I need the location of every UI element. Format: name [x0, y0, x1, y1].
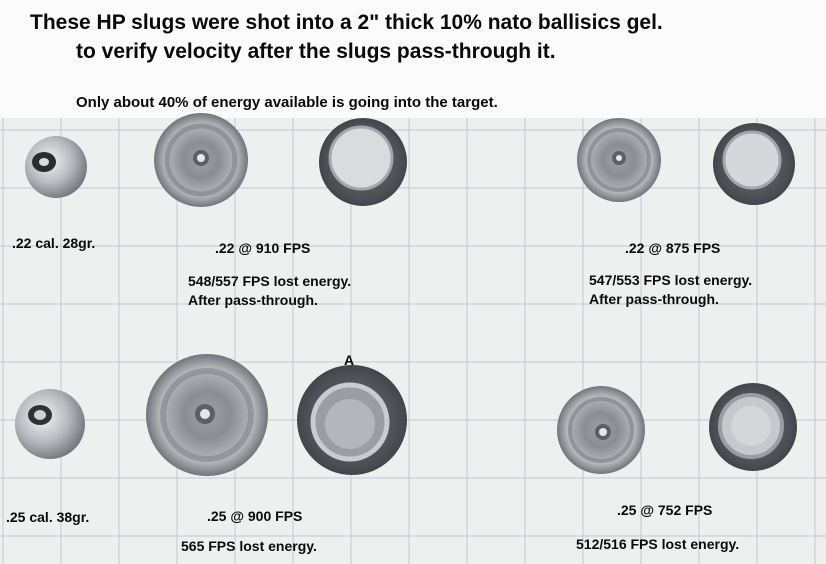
marker-a: A [344, 352, 355, 368]
slug-25-752-back [709, 383, 797, 471]
slug-22-910-back [319, 118, 407, 206]
slug-22-875-back [713, 123, 795, 205]
slug-25-900-back [297, 365, 407, 475]
after-label-22-875: After pass-through. [589, 291, 719, 307]
slug-22-875-front [577, 118, 661, 202]
header-line-1: These HP slugs were shot into a 2" thick… [30, 11, 663, 34]
header-panel [0, 0, 826, 118]
energy-note: Only about 40% of energy available is go… [76, 94, 498, 111]
lost-label-22-875: 547/553 FPS lost energy. [589, 272, 753, 288]
speed-label-22-875: .22 @ 875 FPS [625, 240, 721, 256]
slug-25-900-front [146, 354, 268, 476]
after-label-22-910: After pass-through. [188, 292, 318, 308]
slug-22-910-front [154, 113, 248, 207]
speed-label-25-752: .25 @ 752 FPS [617, 502, 713, 518]
slug-25-unfired [15, 389, 85, 459]
speed-label-22-910: .22 @ 910 FPS [215, 240, 311, 256]
ref-label-25: .25 cal. 38gr. [6, 509, 90, 525]
ref-label-22: .22 cal. 28gr. [12, 235, 96, 251]
slug-22-unfired [25, 136, 87, 198]
header-line-2: to verify velocity after the slugs pass-… [76, 40, 556, 63]
speed-label-25-900: .25 @ 900 FPS [207, 508, 303, 524]
lost-label-25-752: 512/516 FPS lost energy. [576, 536, 740, 552]
slug-25-752-front [557, 386, 645, 474]
lost-label-25-900: 565 FPS lost energy. [181, 538, 317, 554]
lost-label-22-910: 548/557 FPS lost energy. [188, 273, 352, 289]
